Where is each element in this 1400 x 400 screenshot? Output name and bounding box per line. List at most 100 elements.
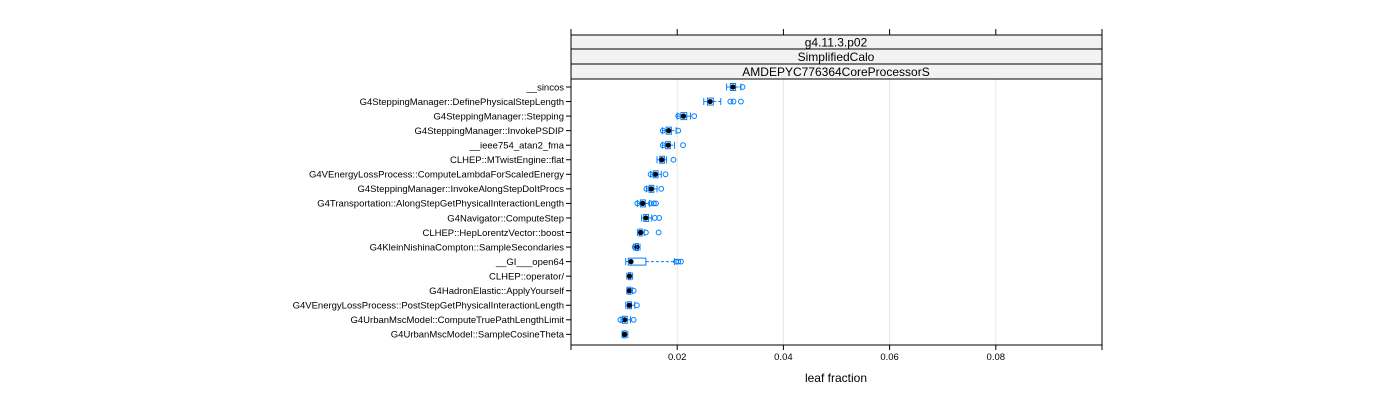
outlier-7-1	[647, 171, 654, 178]
x-tick-label-4: 0.08	[987, 352, 1006, 363]
outlier-3-1	[675, 113, 682, 119]
category-label-11: CLHEP::HepLorentzVector::boost	[422, 228, 564, 239]
category-label-2: G4SteppingManager::DefinePhysicalStepLen…	[360, 97, 564, 108]
median-dot-10	[643, 215, 649, 221]
median-dot-6	[659, 157, 665, 163]
median-dot-14	[626, 273, 633, 279]
box-17	[617, 315, 637, 324]
outlier-11-2	[655, 229, 662, 236]
box-13	[625, 257, 684, 266]
outlier-13-2	[675, 258, 682, 265]
outlier-2-2	[730, 98, 737, 105]
box-2	[703, 97, 744, 106]
median-dot-16	[626, 302, 633, 308]
outlier-9-2	[647, 200, 654, 207]
box-1	[726, 83, 746, 91]
median-dot-5	[665, 142, 671, 148]
category-label-4: G4SteppingManager::InvokePSDIP	[415, 126, 564, 137]
category-label-3: G4SteppingManager::Stepping	[434, 111, 564, 122]
median-dot-9	[640, 200, 646, 206]
outlier-13-3	[678, 258, 684, 265]
strip-1-label: g4.11.3.p02	[805, 36, 868, 50]
outlier-9-1	[634, 200, 641, 207]
category-label-15: G4HadronElastic::ApplyYourself	[429, 286, 564, 297]
median-dot-1	[730, 84, 736, 90]
category-label-13: __GI___open64	[495, 257, 564, 268]
outlier-5-2	[680, 142, 686, 149]
median-dot-15	[626, 288, 633, 294]
box-9	[634, 199, 659, 208]
category-label-9: G4Transportation::AlongStepGetPhysicalIn…	[317, 199, 564, 210]
outlier-7-2	[662, 171, 669, 178]
outlier-10-1	[651, 215, 658, 221]
outlier-2-1	[727, 98, 734, 105]
box-7	[647, 170, 669, 179]
box-iqr-1	[729, 83, 737, 91]
median-dot-3	[680, 113, 687, 119]
outlier-12-1	[631, 244, 638, 250]
box-12	[631, 243, 641, 252]
box-iqr-13	[627, 257, 647, 266]
box-6	[656, 155, 677, 164]
grid-lines	[676, 79, 997, 345]
outlier-17-2	[630, 316, 637, 323]
category-label-18: G4UrbanMscModel::SampleCosineTheta	[391, 330, 565, 341]
median-dot-2	[707, 98, 713, 105]
x-tick-label-1: 0.02	[668, 352, 687, 363]
median-dot-8	[648, 186, 654, 192]
box-8	[643, 184, 665, 193]
category-label-5: __ieee754_atan2_fma	[468, 141, 564, 152]
median-dot-18	[622, 331, 628, 337]
outlier-3-2	[691, 113, 698, 119]
strip-3-bg	[570, 63, 1103, 80]
x-tick-label-3: 0.06	[880, 352, 899, 363]
outlier-11-1	[642, 229, 649, 236]
x-tick-label-2: 0.04	[774, 352, 793, 363]
category-labels: __sincosG4SteppingManager::DefinePhysica…	[293, 82, 571, 341]
median-dot-13	[628, 259, 634, 265]
x-axis-title: leaf fraction	[805, 371, 867, 385]
strip-headers: g4.11.3.p02 SimplifiedCalo AMDEPYC776364…	[570, 34, 1103, 80]
strip-2-label: SimplifiedCalo	[798, 50, 875, 64]
outlier-9-3	[650, 200, 657, 207]
median-dot-17	[622, 317, 628, 323]
x-axis-ticks: 0.02 0.04 0.06 0.08	[570, 29, 1103, 363]
box-16	[625, 301, 640, 310]
category-label-7: G4VEnergyLossProcess::ComputeLambdaForSc…	[309, 170, 564, 181]
box-14	[626, 272, 634, 281]
outlier-5-1	[659, 142, 666, 149]
strip-3-label: AMDEPYC776364CoreProcessorS	[742, 65, 929, 79]
category-label-1: __sincos	[526, 82, 565, 93]
box-11	[636, 228, 662, 237]
outlier-16-1	[633, 302, 640, 309]
box-5	[659, 141, 686, 150]
box-10	[641, 213, 663, 222]
outlier-1-1	[739, 84, 746, 90]
category-label-6: CLHEP::MTwistEngine::flat	[450, 155, 564, 166]
median-dot-7	[652, 171, 659, 177]
median-dot-4	[666, 128, 672, 134]
box-4	[659, 126, 682, 135]
category-label-16: G4VEnergyLossProcess::PostStepGetPhysica…	[293, 301, 564, 312]
outlier-8-1	[643, 185, 650, 192]
outlier-6-1	[670, 156, 677, 163]
outlier-4-2	[675, 127, 682, 134]
category-label-8: G4SteppingManager::InvokeAlongStepDoItPr…	[358, 184, 565, 195]
box-iqr-4	[665, 126, 672, 135]
category-label-12: G4KleinNishinaCompton::SampleSecondaries	[370, 242, 565, 253]
box-3	[675, 112, 698, 121]
panel-border	[570, 78, 1103, 346]
outlier-17-1	[617, 316, 624, 323]
category-label-10: G4Navigator::ComputeStep	[447, 213, 564, 224]
outlier-9-4	[653, 200, 659, 207]
outlier-2-3	[738, 98, 744, 105]
outlier-8-2	[658, 185, 665, 192]
outlier-4-1	[659, 127, 666, 134]
category-label-14: CLHEP::operator/	[489, 271, 564, 282]
box-iqr-2	[706, 97, 714, 106]
category-label-17: G4UrbanMscModel::ComputeTruePathLengthLi…	[351, 315, 565, 326]
box-series	[617, 83, 746, 339]
box-18	[621, 330, 629, 339]
outlier-15-1	[630, 287, 637, 294]
